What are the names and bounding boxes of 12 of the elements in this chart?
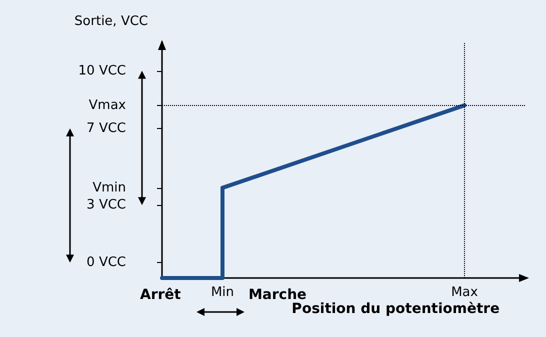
x-axis-title: Position du potentiomètre — [292, 301, 500, 317]
y-tick-label: 7 VCC — [86, 120, 126, 136]
x-tick-label: Max — [451, 285, 478, 300]
y-tick-label: Vmax — [88, 98, 126, 113]
x-tick-label: Min — [210, 285, 234, 300]
text: Arrêt — [140, 287, 182, 303]
y-tick-label: Vmin — [92, 180, 126, 196]
y-tick-label: 0 VCC — [86, 255, 126, 270]
text: Marche — [248, 287, 307, 303]
y-tick-label: 10 VCC — [78, 63, 126, 78]
y-tick-label: 3 VCC — [86, 198, 126, 213]
y-axis-title: Sortie, VCC — [74, 14, 148, 29]
